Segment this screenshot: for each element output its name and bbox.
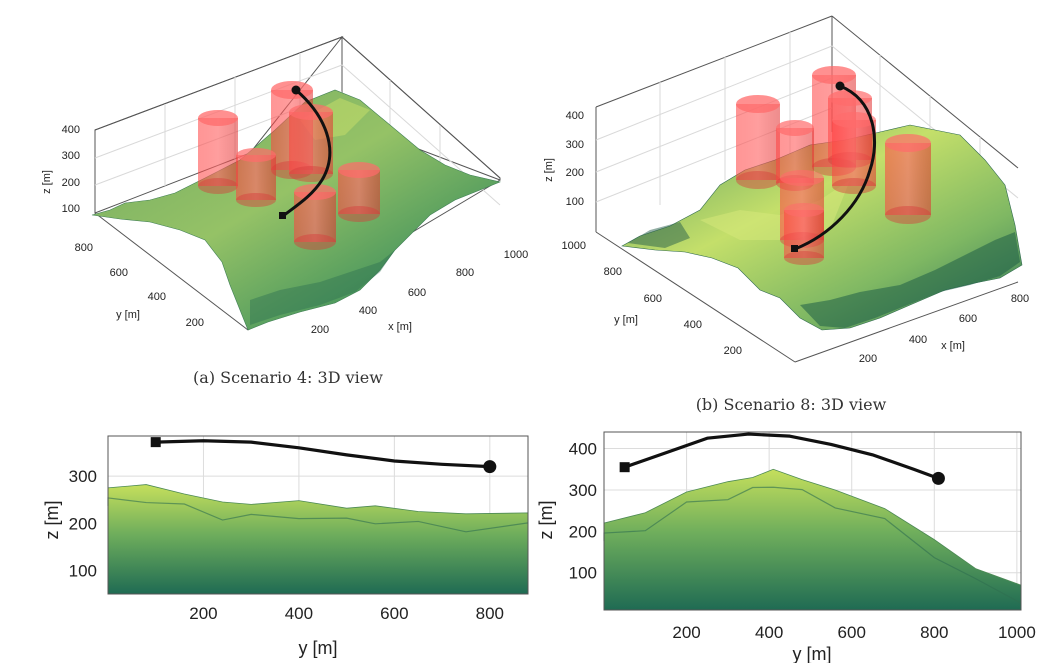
panel-b-y-tick: 400 — [684, 319, 702, 331]
panel-b-x-tick: 800 — [1011, 293, 1029, 305]
panel-c-y-label: y [m] — [299, 638, 338, 658]
panel-d-y-tick: 1000 — [998, 623, 1036, 642]
panel-b-y-tick: 1000 — [562, 240, 586, 252]
c-end-marker — [483, 460, 496, 473]
panel-a-cylinder — [236, 148, 276, 207]
d-trajectory — [625, 434, 939, 478]
panel-d-y-tick: 400 — [755, 623, 783, 642]
panel-b-x-tick: 200 — [859, 353, 877, 365]
panel-a-caption: (a) Scenario 4: 3D view — [193, 368, 383, 387]
panel-b-z-tick: 400 — [566, 110, 584, 122]
panel-a-x-tick: 800 — [456, 267, 474, 279]
panel-c-y-tick: 800 — [476, 604, 504, 623]
panel-a-end-marker — [292, 86, 301, 95]
panel-a-y-tick: 800 — [75, 242, 93, 254]
panel-d-z-tick: 300 — [569, 481, 597, 500]
panel-b-caption: (b) Scenario 8: 3D view — [696, 395, 887, 414]
panel-a-cylinder — [294, 184, 336, 250]
panel-a-x-tick: 1000 — [504, 249, 528, 261]
c-terrain-area — [108, 485, 528, 594]
panel-c-z-tick: 100 — [69, 561, 97, 580]
panel-d-y-label: y [m] — [793, 644, 832, 663]
panel-a-z-tick: 100 — [62, 203, 80, 215]
panel-a-cylinder — [338, 162, 380, 222]
panel-a-3d-view: 400 300 200 100 800 600 400 200 200 400 … — [41, 37, 528, 387]
panel-a-z-label: z [m] — [41, 170, 53, 194]
panel-d-y-tick: 600 — [838, 623, 866, 642]
panel-b-start-marker — [791, 245, 798, 252]
panel-c-terrain — [108, 485, 528, 594]
panel-d-z-tick: 400 — [569, 440, 597, 459]
panel-d-side-view: 400 300 200 100 200 400 600 800 1000 z [… — [536, 432, 1036, 663]
panel-a-y-tick: 600 — [110, 267, 128, 279]
c-start-marker — [151, 437, 161, 447]
panel-b-3d-view: 400 300 200 100 1000 800 600 400 200 200… — [543, 16, 1029, 414]
panel-a-y-tick: 200 — [186, 317, 204, 329]
panel-c-z-label: z [m] — [42, 501, 62, 540]
panel-b-cylinder — [885, 134, 931, 224]
panel-a-cylinder — [198, 110, 238, 194]
panel-a-y-label: y [m] — [116, 309, 140, 321]
c-trajectory — [156, 441, 490, 467]
panel-d-z-tick: 100 — [569, 564, 597, 583]
panel-d-z-tick: 200 — [569, 522, 597, 541]
panel-b-z-tick: 200 — [566, 167, 584, 179]
panel-a-x-tick: 200 — [311, 324, 329, 336]
panel-a-z-tick: 300 — [62, 150, 80, 162]
panel-a-x-tick: 600 — [408, 287, 426, 299]
panel-c-z-tick: 300 — [69, 467, 97, 486]
panel-b-y-label: y [m] — [614, 314, 638, 326]
panel-b-y-tick: 600 — [644, 293, 662, 305]
panel-b-end-marker — [836, 82, 845, 91]
panel-b-z-tick: 100 — [566, 196, 584, 208]
panel-a-z-tick: 200 — [62, 177, 80, 189]
panel-b-z-label: z [m] — [543, 158, 555, 182]
panel-b-x-tick: 600 — [959, 313, 977, 325]
panel-b-cylinder — [832, 112, 876, 194]
panel-d-y-tick: 200 — [672, 623, 700, 642]
panel-b-y-tick: 800 — [604, 266, 622, 278]
panel-b-cylinder — [784, 203, 824, 265]
panel-b-x-label: x [m] — [941, 340, 965, 352]
panel-a-x-label: x [m] — [388, 321, 412, 333]
panel-b-y-tick: 200 — [724, 345, 742, 357]
panel-d-y-tick: 800 — [920, 623, 948, 642]
panel-b-cylinder — [736, 95, 780, 189]
panel-a-x-tick: 400 — [359, 305, 377, 317]
panel-d-z-label: z [m] — [536, 501, 556, 540]
panel-a-z-tick: 400 — [62, 124, 80, 136]
panel-c-side-view: 300 200 100 200 400 600 800 z [m] y [m] — [42, 436, 528, 658]
panel-c-marks — [151, 437, 497, 473]
panel-c-y-tick: 400 — [285, 604, 313, 623]
panel-c-y-tick: 600 — [380, 604, 408, 623]
panel-b-z-tick: 300 — [566, 139, 584, 151]
figure: 400 300 200 100 800 600 400 200 200 400 … — [0, 0, 1054, 663]
panel-a-start-marker — [279, 212, 286, 219]
d-end-marker — [932, 472, 945, 485]
panel-c-z-tick: 200 — [69, 514, 97, 533]
panel-c-y-tick: 200 — [189, 604, 217, 623]
panel-a-y-tick: 400 — [148, 291, 166, 303]
panel-b-x-tick: 400 — [909, 334, 927, 346]
d-start-marker — [620, 462, 630, 472]
